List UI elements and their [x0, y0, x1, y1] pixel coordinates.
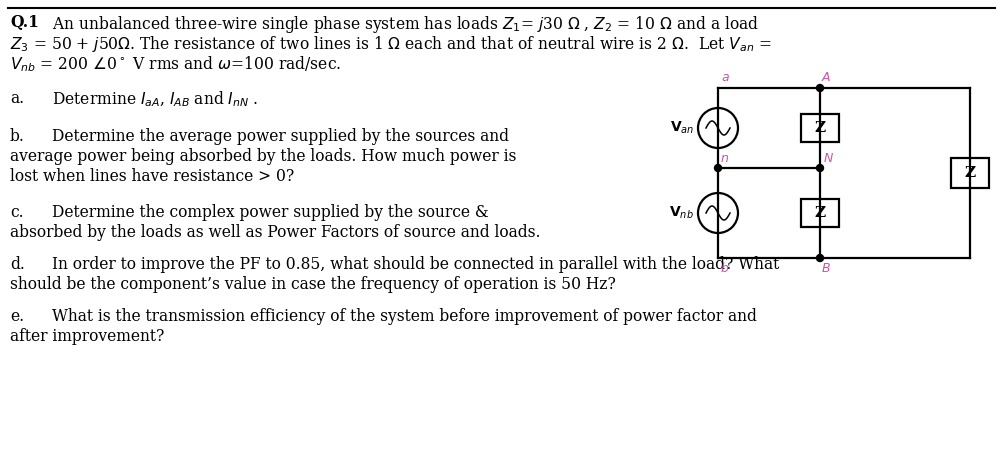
- Text: $Z_3$ = 50 + $j$50$\Omega$. The resistance of two lines is 1 $\Omega$ each and t: $Z_3$ = 50 + $j$50$\Omega$. The resistan…: [10, 34, 771, 54]
- Text: n: n: [720, 152, 728, 165]
- Text: e.: e.: [10, 308, 24, 325]
- Text: $\mathbf{V}_{an}$: $\mathbf{V}_{an}$: [669, 120, 693, 136]
- Text: $\mathbf{V}_{nb}$: $\mathbf{V}_{nb}$: [668, 205, 693, 221]
- Text: a.: a.: [10, 90, 24, 107]
- Text: b.: b.: [10, 128, 25, 145]
- Circle shape: [713, 165, 720, 171]
- Text: Z: Z: [964, 166, 975, 180]
- Text: N: N: [824, 152, 833, 165]
- Text: should be the component’s value in case the frequency of operation is 50 Hz?: should be the component’s value in case …: [10, 276, 615, 293]
- Text: $V_{nb}$ = 200 $\angle$0$^\circ$ V rms and $\omega$=100 rad/sec.: $V_{nb}$ = 200 $\angle$0$^\circ$ V rms a…: [10, 54, 341, 74]
- Text: lost when lines have resistance > 0?: lost when lines have resistance > 0?: [10, 168, 294, 185]
- Circle shape: [816, 165, 823, 171]
- Bar: [801, 114, 838, 142]
- Text: Determine $I_{aA}$, $I_{AB}$ and $I_{nN}$ .: Determine $I_{aA}$, $I_{AB}$ and $I_{nN}…: [52, 90, 259, 109]
- Text: a: a: [720, 71, 727, 84]
- Text: B: B: [822, 262, 830, 275]
- Text: In order to improve the PF to 0.85, what should be connected in parallel with th: In order to improve the PF to 0.85, what…: [52, 256, 779, 273]
- Text: c.: c.: [10, 204, 24, 221]
- Text: Determine the average power supplied by the sources and: Determine the average power supplied by …: [52, 128, 508, 145]
- Text: An unbalanced three-wire single phase system has loads $Z_1$= $j$30 $\Omega$ , $: An unbalanced three-wire single phase sy…: [52, 14, 759, 35]
- Bar: [950, 158, 988, 188]
- Text: Q.1: Q.1: [10, 14, 39, 31]
- Circle shape: [816, 255, 823, 261]
- Text: absorbed by the loads as well as Power Factors of source and loads.: absorbed by the loads as well as Power F…: [10, 224, 540, 241]
- Text: average power being absorbed by the loads. How much power is: average power being absorbed by the load…: [10, 148, 516, 165]
- Circle shape: [816, 85, 823, 91]
- Text: Z: Z: [814, 121, 825, 135]
- Text: after improvement?: after improvement?: [10, 328, 164, 345]
- Text: A: A: [822, 71, 830, 84]
- Text: Determine the complex power supplied by the source &: Determine the complex power supplied by …: [52, 204, 488, 221]
- Bar: [801, 199, 838, 227]
- Text: d.: d.: [10, 256, 25, 273]
- Text: Z: Z: [814, 206, 825, 220]
- Text: What is the transmission efficiency of the system before improvement of power fa: What is the transmission efficiency of t…: [52, 308, 757, 325]
- Text: b: b: [720, 262, 728, 275]
